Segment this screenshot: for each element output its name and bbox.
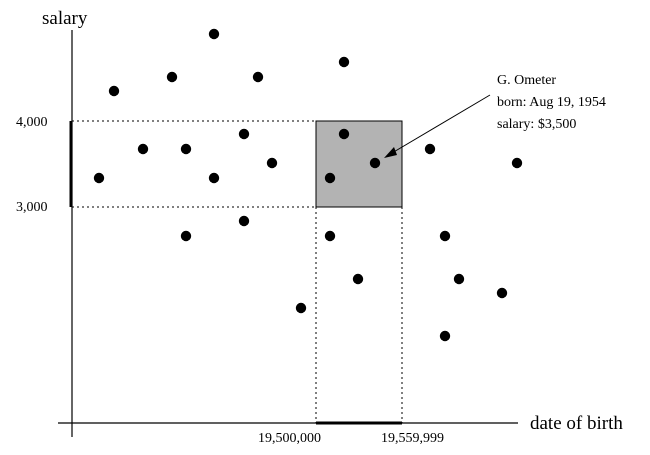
- data-point-highlighted: [369, 157, 381, 169]
- data-point: [137, 143, 149, 155]
- annotation-arrow-head: [384, 147, 397, 158]
- data-point: [338, 128, 350, 140]
- data-point: [324, 172, 336, 184]
- data-point: [424, 143, 436, 155]
- data-point: [166, 71, 178, 83]
- data-point: [108, 85, 120, 97]
- x-tick-label-right: 19,559,999: [381, 431, 444, 446]
- y-axis-label: salary: [42, 8, 88, 29]
- annotation-arrow-line: [391, 94, 491, 154]
- data-point: [238, 215, 250, 227]
- data-point: [208, 28, 220, 40]
- query-range-box: [315, 120, 403, 208]
- data-point: [496, 287, 508, 299]
- x-axis-label: date of birth: [530, 413, 623, 434]
- annotation-born: born: Aug 19, 1954: [497, 95, 606, 110]
- annotation-salary: salary: $3,500: [497, 117, 576, 132]
- guide-lines: [72, 120, 403, 423]
- annotation: G. Ometer born: Aug 19, 1954 salary: $3,…: [497, 73, 606, 132]
- data-point: [439, 230, 451, 242]
- data-point: [295, 302, 307, 314]
- data-point: [453, 273, 465, 285]
- data-point: [93, 172, 105, 184]
- data-point: [208, 172, 220, 184]
- data-point: [324, 230, 336, 242]
- data-point: [352, 273, 364, 285]
- annotation-name: G. Ometer: [497, 73, 556, 88]
- data-point: [511, 157, 523, 169]
- data-point: [266, 157, 278, 169]
- data-point: [439, 330, 451, 342]
- data-point: [180, 143, 192, 155]
- y-tick-label-lower: 3,000: [16, 200, 48, 215]
- data-point: [338, 56, 350, 68]
- y-tick-label-upper: 4,000: [16, 115, 48, 130]
- data-point: [252, 71, 264, 83]
- data-point: [238, 128, 250, 140]
- x-tick-label-left: 19,500,000: [258, 431, 321, 446]
- data-point: [180, 230, 192, 242]
- data-points: [93, 28, 523, 342]
